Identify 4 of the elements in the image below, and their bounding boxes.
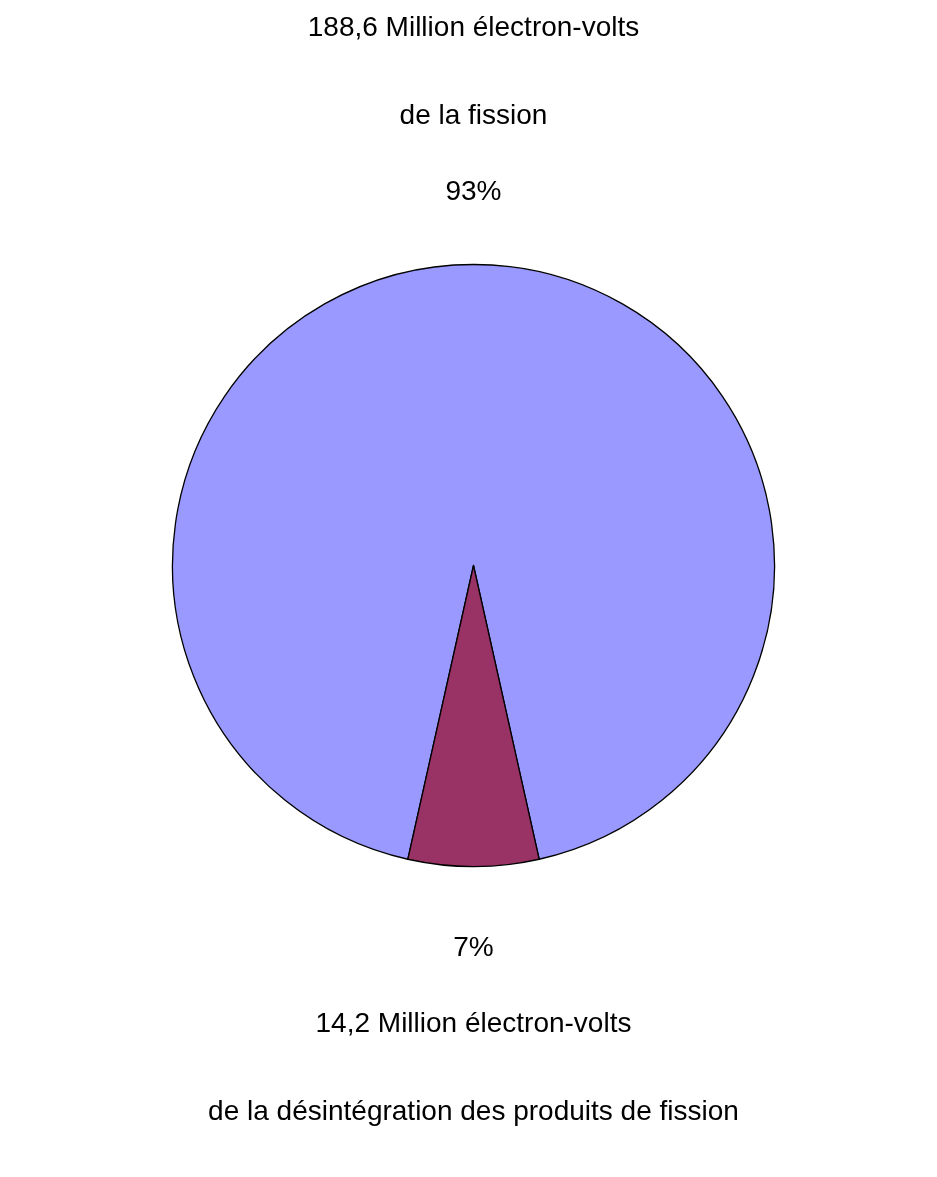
data-label: 93% [445,174,502,206]
category-label: 14,2 Million électron-volts de la désintégration des produits de fission [208,1006,739,1127]
category-label: 188,6 Million électron-volts de la fission [307,10,640,131]
data-label: 7% [453,931,494,963]
